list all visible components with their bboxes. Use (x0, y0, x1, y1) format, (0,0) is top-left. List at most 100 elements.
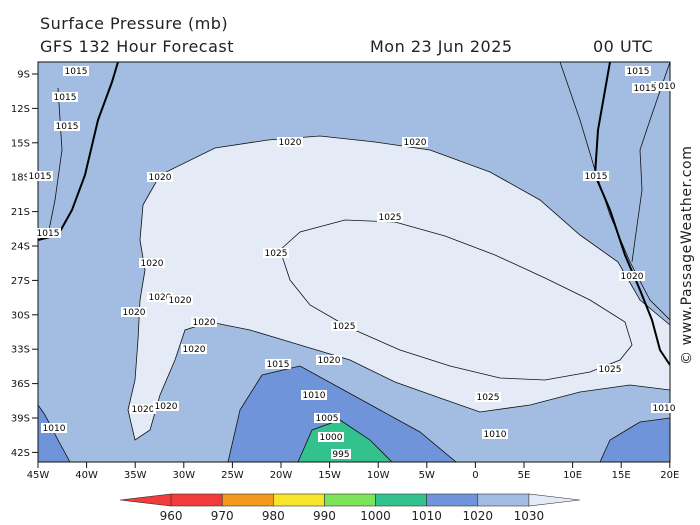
isobar-label: 1015 (54, 93, 77, 103)
isobar-label: 1015 (29, 172, 52, 182)
isobar-label-bg (402, 137, 428, 147)
isobar-label-bg (482, 429, 508, 439)
isobar-label-bg (331, 449, 351, 459)
lat-tick-label: 33S (11, 345, 30, 356)
colorbar-label: 1020 (463, 509, 494, 523)
lon-tick-label: 10E (563, 470, 582, 481)
lat-tick-label: 27S (11, 276, 30, 287)
field-1020-high (127, 135, 670, 441)
isobar-label: 1025 (599, 365, 622, 375)
isobar-label-bg (318, 432, 344, 442)
field-1010-sw (38, 404, 71, 462)
isobar-label-bg (316, 355, 342, 365)
isobar-label: 1020 (155, 402, 178, 412)
isobar-label-bg (301, 390, 327, 400)
isobar-label: 1020 (169, 296, 192, 306)
lat-tick-label: 30S (11, 310, 30, 321)
lon-tick-label: 5E (518, 470, 531, 481)
isobar-label: 1015 (267, 360, 290, 370)
chart-title: Surface Pressure (mb) (40, 14, 229, 33)
isobar-label-bg (167, 295, 193, 305)
lat-tick-label: 42S (11, 448, 30, 459)
isobar-label-bg (651, 403, 677, 413)
colorbar: 960 970 980 990 1000 1010 1020 1030 (119, 493, 581, 523)
lon-tick-label: 40W (75, 470, 98, 481)
lat-tick-label: 21S (11, 207, 30, 218)
isobar-label: 1025 (333, 322, 356, 332)
lon-tick-label: 10W (367, 470, 390, 481)
isobar-label: 1015 (65, 67, 88, 77)
isobar-label-bg (632, 83, 658, 93)
lon-tick-label: 15W (318, 470, 341, 481)
isobar-label: 1025 (265, 249, 288, 259)
colorbar-swatch (477, 493, 530, 507)
colorbar-cap-right (528, 493, 581, 507)
plot-frame (37, 61, 671, 463)
colorbar-swatch (375, 493, 427, 507)
isobar-label: 1015 (37, 229, 60, 239)
colorbar-label: 980 (262, 509, 285, 523)
forecast-label: GFS 132 Hour Forecast (40, 37, 235, 56)
isobar-label: 1000 (320, 433, 343, 443)
colorbar-label: 1000 (360, 509, 391, 523)
colorbar-swatch (221, 493, 274, 507)
lon-tick-label: 25W (221, 470, 244, 481)
isobar-label-bg (191, 317, 217, 327)
isobar-1015-east (559, 62, 670, 321)
isobar-label-bg (41, 423, 67, 433)
colorbar-cap-left (119, 493, 172, 507)
isobar-label-bg (121, 307, 147, 317)
isobar-label-bg (147, 292, 173, 302)
lat-tick-label: 12S (11, 104, 30, 115)
isobar-label-bg (625, 66, 651, 76)
latitude-axis: 9S 12S 15S 18S 21S 24S 27S 30S 33S 36S 39S 42S (11, 70, 38, 459)
isobar-1020-east (631, 62, 670, 263)
lat-tick-label: 18S (11, 173, 30, 184)
isobar-label-bg (277, 137, 303, 147)
isobar-label-bg (331, 321, 357, 331)
isobar-label-bg (27, 171, 53, 181)
colorbar-label: 1030 (514, 509, 545, 523)
isobar-label-bg (147, 172, 173, 182)
isobar-label-bg (265, 359, 291, 369)
isobar-label: 1020 (123, 308, 146, 318)
colorbar-label: 970 (211, 509, 234, 523)
field-1010-south (227, 365, 457, 462)
longitude-axis: 45W 40W 35W 30W 25W 20W 15W 10W 5W 0 5E 10E 15E 20E (27, 462, 679, 481)
isobar-label-bg (377, 212, 403, 222)
isobar-1025 (279, 219, 633, 381)
isobar-label: 1010 (303, 391, 326, 401)
isobar-label: 1015 (56, 122, 79, 132)
lat-tick-label: 39S (11, 414, 30, 425)
lat-tick-label: 24S (11, 242, 30, 253)
isobar-label: 1020 (149, 173, 172, 183)
field-1010-se (599, 417, 670, 462)
lon-tick-label: 20W (270, 470, 293, 481)
isobar-label-bg (130, 404, 156, 414)
forecast-time: 00 UTC (593, 37, 654, 56)
credit-text: © www.PassageWeather.com (679, 145, 695, 365)
coastline-africa (593, 62, 670, 366)
lon-tick-label: 15E (612, 470, 631, 481)
isobar-label-bg (153, 401, 179, 411)
colorbar-swatch (324, 493, 376, 507)
isobar-label: 1010 (43, 424, 66, 434)
isobar-label: 1020 (404, 138, 427, 148)
colorbar-swatch (170, 493, 223, 507)
forecast-date: Mon 23 Jun 2025 (370, 37, 513, 56)
isobar-label: 1020 (149, 293, 172, 303)
field-1000-south (297, 419, 393, 462)
isobar-label: 1020 (183, 345, 206, 355)
isobar-label-bg (619, 271, 645, 281)
isobar-label: 1025 (477, 393, 500, 403)
isobar-label-bg (181, 344, 207, 354)
isobar-label: 1015 (627, 67, 650, 77)
isobar-label-bg (263, 248, 289, 258)
lat-tick-label: 15S (11, 138, 30, 149)
colorbar-label: 990 (313, 509, 336, 523)
lon-tick-label: 0 (472, 470, 478, 481)
isobar-label: 1005 (316, 414, 339, 424)
isobar-label-bg (139, 258, 165, 268)
